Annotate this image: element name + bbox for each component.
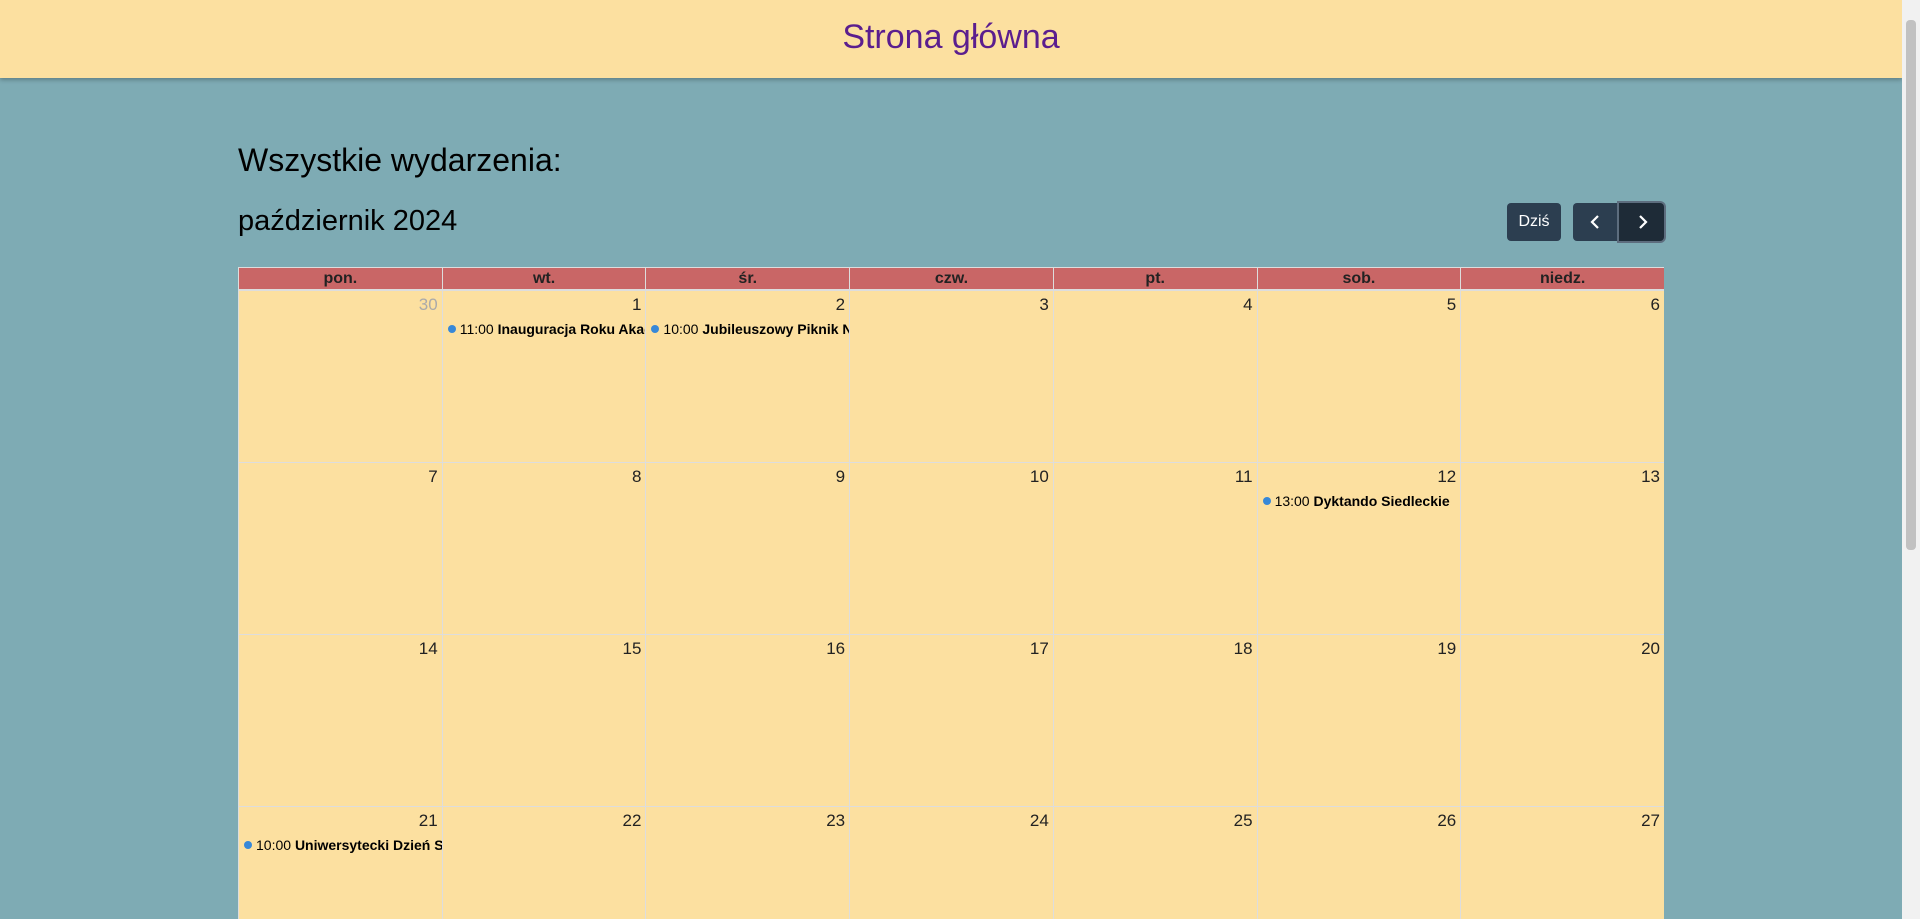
day-cell[interactable]: 1 11:00 Inauguracja Roku Akade (441, 290, 647, 463)
event-time: 10:00 (256, 837, 292, 853)
event[interactable]: 10:00 Jubileuszowy Piknik Nau (651, 321, 849, 337)
weekday-header: sob. (1256, 267, 1462, 290)
day-number[interactable]: 30 (418, 295, 438, 314)
weekday-header: niedz. (1460, 267, 1664, 290)
event-dot (651, 325, 660, 333)
day-number[interactable]: 2 (835, 295, 846, 314)
day-number[interactable]: 6 (1650, 295, 1660, 314)
day-cell[interactable]: 21 10:00 Uniwersytecki Dzień Spo (238, 806, 443, 919)
day-number[interactable]: 7 (428, 467, 438, 486)
scroll-thumb[interactable] (1906, 20, 1916, 550)
day-number[interactable]: 5 (1446, 295, 1457, 314)
event-title: Dyktando Siedleckie (1313, 493, 1450, 509)
day-number[interactable]: 12 (1437, 467, 1457, 486)
day-cell[interactable]: 13 (1460, 462, 1664, 635)
day-cell[interactable]: 18 (1052, 634, 1258, 807)
day-number[interactable]: 20 (1641, 639, 1660, 658)
day-number[interactable]: 14 (418, 639, 438, 658)
day-number[interactable]: 16 (826, 639, 846, 658)
day-cell[interactable]: 11 (1052, 462, 1258, 635)
event[interactable]: 11:00 Inauguracja Roku Akade (447, 321, 646, 337)
day-cell[interactable]: 15 (441, 634, 647, 807)
day-number[interactable]: 10 (1029, 467, 1049, 486)
page-heading: Wszystkie wydarzenia: (238, 142, 562, 178)
weekday-header: pon. (238, 267, 443, 290)
site-title[interactable]: Strona główna (842, 18, 1060, 56)
event[interactable]: 10:00 Uniwersytecki Dzień Spo (244, 837, 442, 853)
day-number[interactable]: 11 (1234, 467, 1253, 486)
day-cell[interactable]: 22 (441, 806, 647, 919)
weekday-header: czw. (849, 267, 1054, 290)
day-cell[interactable]: 4 (1052, 290, 1258, 463)
event-time: 10:00 (663, 321, 699, 337)
weekday-header: pt. (1052, 267, 1258, 290)
day-cell[interactable]: 24 (849, 806, 1054, 919)
weekday-header: śr. (645, 267, 851, 290)
day-number[interactable]: 9 (835, 467, 846, 486)
day-number[interactable]: 24 (1029, 811, 1049, 830)
event-dot (1262, 497, 1271, 505)
day-cell[interactable]: 19 (1256, 634, 1462, 807)
event-title: Jubileuszowy Piknik Nau (702, 321, 849, 337)
day-number[interactable]: 25 (1233, 811, 1253, 830)
weekday-header: wt. (441, 267, 647, 290)
event-title: Inauguracja Roku Akade (497, 321, 646, 337)
day-cell[interactable]: 6 (1460, 290, 1664, 463)
day-number[interactable]: 1 (631, 295, 642, 314)
day-cell[interactable]: 30 (238, 290, 443, 463)
event[interactable]: 13:00 Dyktando Siedleckie (1262, 493, 1461, 509)
prev-icon (1589, 215, 1599, 229)
day-number[interactable]: 3 (1039, 295, 1049, 314)
day-number[interactable]: 26 (1437, 811, 1457, 830)
day-cell[interactable]: 10 (849, 462, 1054, 635)
day-cell[interactable]: 17 (849, 634, 1054, 807)
day-cell[interactable]: 8 (441, 462, 647, 635)
scrollbar[interactable] (1902, 0, 1920, 919)
event-title: Uniwersytecki Dzień Spo (294, 837, 442, 853)
day-number[interactable]: 4 (1243, 295, 1253, 314)
day-cell[interactable]: 16 (645, 634, 851, 807)
event-dot (447, 325, 456, 333)
event-time: 11:00 (459, 321, 494, 337)
day-cell[interactable]: 27 (1460, 806, 1664, 919)
day-number[interactable]: 21 (418, 811, 438, 830)
day-number[interactable]: 27 (1641, 811, 1660, 830)
day-cell[interactable]: 14 (238, 634, 443, 807)
event-time: 13:00 (1274, 493, 1310, 509)
month-title: październik 2024 (238, 205, 458, 237)
day-cell[interactable]: 12 13:00 Dyktando Siedleckie (1256, 462, 1462, 635)
next-button[interactable] (1619, 203, 1664, 241)
day-cell[interactable]: 9 (645, 462, 851, 635)
day-number[interactable]: 17 (1029, 639, 1049, 658)
day-cell[interactable]: 2 10:00 Jubileuszowy Piknik Nau (645, 290, 851, 463)
next-icon (1638, 215, 1648, 229)
day-cell[interactable]: 23 (645, 806, 851, 919)
day-cell[interactable]: 26 (1256, 806, 1462, 919)
day-number[interactable]: 18 (1233, 639, 1253, 658)
day-number[interactable]: 22 (622, 811, 642, 830)
day-number[interactable]: 15 (622, 639, 642, 658)
day-cell[interactable]: 25 (1052, 806, 1258, 919)
day-number[interactable]: 8 (631, 467, 642, 486)
day-number[interactable]: 19 (1437, 639, 1457, 658)
day-cell[interactable]: 5 (1256, 290, 1462, 463)
day-cell[interactable]: 7 (238, 462, 443, 635)
event-dot (244, 841, 252, 849)
today-button[interactable]: Dziś (1507, 203, 1561, 241)
prev-button[interactable] (1573, 203, 1618, 241)
day-number[interactable]: 13 (1641, 467, 1660, 486)
day-cell[interactable]: 3 (849, 290, 1054, 463)
day-number[interactable]: 23 (826, 811, 846, 830)
day-cell[interactable]: 20 (1460, 634, 1664, 807)
top-bar: Strona główna (0, 0, 1902, 78)
calendar: pon. wt. śr. czw. pt. sob. niedz. 30 1 11:00 Inau… (238, 267, 1664, 919)
